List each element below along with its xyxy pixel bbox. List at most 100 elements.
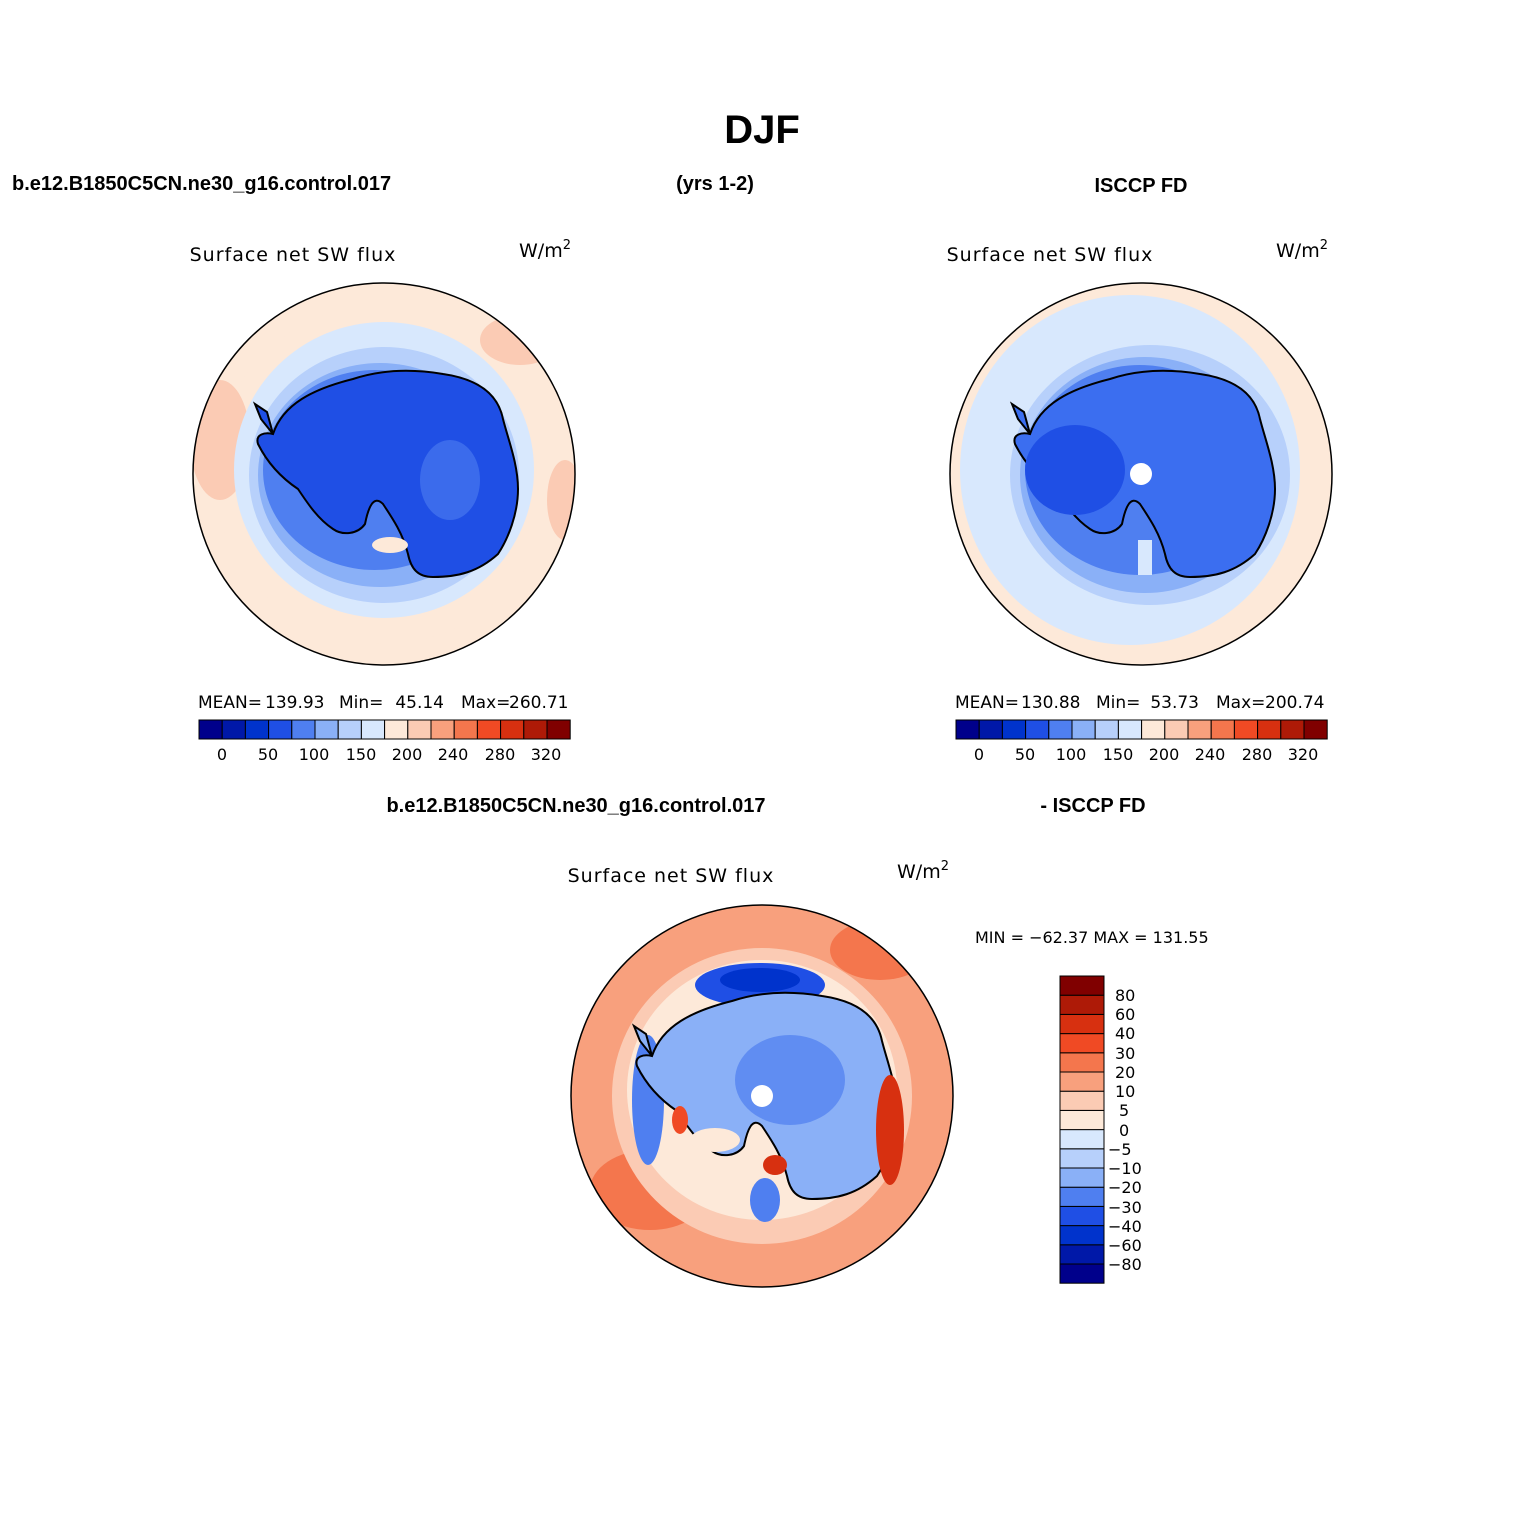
obs-min-label: Min=	[1096, 693, 1140, 713]
model-cb-label: 200	[392, 745, 423, 764]
obs-min-value: 53.73	[1150, 693, 1199, 713]
colorbar-swatch	[268, 719, 293, 740]
colorbar-swatch	[314, 719, 339, 740]
model-stats: MEAN= 139.93 Min= 45.14 Max= 260.71	[198, 693, 568, 713]
diff-units: W/m2	[897, 859, 949, 883]
diff-map	[571, 905, 953, 1287]
model-map-border	[192, 282, 576, 666]
colorbar-swatch	[1025, 719, 1050, 740]
colorbar-swatch	[955, 719, 980, 740]
colorbar-swatch	[1233, 719, 1259, 740]
colorbar-swatch	[453, 719, 478, 740]
colorbar-swatch	[476, 719, 502, 740]
colorbar-swatch	[1071, 719, 1096, 740]
obs-cb-label: 240	[1195, 745, 1226, 764]
model-colorbar-labels: 0 50 100 150 200 240 280 320	[217, 745, 561, 764]
figure-title: DJF	[724, 108, 800, 152]
model-units: W/m2	[519, 238, 571, 262]
years-label: (yrs 1-2)	[676, 173, 754, 195]
colorbar-swatch	[1059, 1263, 1105, 1284]
colorbar-swatch	[1059, 1244, 1105, 1265]
colorbar-swatch	[523, 719, 548, 740]
obs-cb-label: 320	[1288, 745, 1319, 764]
diff-cb-label: 80	[1115, 986, 1135, 1005]
colorbar-swatch	[1187, 719, 1212, 740]
model-cb-label: 280	[485, 745, 516, 764]
colorbar-swatch	[1303, 719, 1328, 740]
colorbar-swatch	[1059, 1225, 1105, 1246]
colorbar-swatch	[1059, 1090, 1105, 1111]
obs-cb-label: 50	[1015, 745, 1035, 764]
colorbar-swatch	[1048, 719, 1073, 740]
colorbar-swatch	[1210, 719, 1235, 740]
obs-name-label: ISCCP FD	[1095, 175, 1188, 197]
model-cb-label: 100	[299, 745, 330, 764]
diff-cb-label: 5	[1119, 1101, 1129, 1120]
model-mean-label: MEAN=	[198, 693, 262, 713]
diff-cb-label: 60	[1115, 1005, 1135, 1024]
colorbar-swatch	[1059, 994, 1105, 1015]
diff-cb-label: −5	[1108, 1140, 1132, 1159]
colorbar-swatch	[1164, 719, 1189, 740]
obs-panel: Surface net SW flux W/m2 MEAN= 130.88 Mi…	[947, 238, 1333, 764]
diff-map-border	[570, 904, 954, 1288]
colorbar-swatch	[1257, 719, 1282, 740]
model-cb-label: 50	[258, 745, 278, 764]
colorbar-swatch	[1094, 719, 1119, 740]
colorbar-swatch	[546, 719, 571, 740]
obs-max-label: Max=	[1216, 693, 1265, 713]
model-cb-label: 240	[438, 745, 469, 764]
obs-cb-label: 200	[1149, 745, 1180, 764]
model-cb-label: 150	[346, 745, 377, 764]
colorbar-swatch	[1059, 1205, 1105, 1227]
diff-case-name-label: b.e12.B1850C5CN.ne30_g16.control.017	[386, 795, 765, 817]
colorbar-swatch	[1059, 1148, 1105, 1169]
obs-panel-title: Surface net SW flux	[947, 244, 1154, 266]
diff-cb-label: −30	[1108, 1198, 1142, 1217]
model-mean-value: 139.93	[265, 693, 324, 713]
colorbar-swatch	[291, 719, 316, 740]
diff-cb-label: 0	[1119, 1121, 1129, 1140]
diff-cb-label: −40	[1108, 1217, 1142, 1236]
diff-minmax: MIN = −62.37 MAX = 131.55	[975, 928, 1209, 947]
diff-cb-label: −60	[1108, 1236, 1142, 1255]
model-cb-label: 0	[217, 745, 227, 764]
obs-colorbar-labels: 0 50 100 150 200 240 280 320	[974, 745, 1318, 764]
diff-colorbar	[1059, 975, 1105, 1284]
model-max-label: Max=	[461, 693, 510, 713]
model-panel-title: Surface net SW flux	[190, 244, 397, 266]
diff-cb-label: −80	[1108, 1255, 1142, 1274]
diff-cb-label: 10	[1115, 1082, 1135, 1101]
model-max-value: 260.71	[509, 693, 568, 713]
colorbar-swatch	[1141, 719, 1166, 740]
colorbar-swatch	[407, 719, 432, 740]
obs-cb-label: 280	[1242, 745, 1273, 764]
colorbar-swatch	[198, 719, 223, 740]
diff-obs-name-label: - ISCCP FD	[1040, 795, 1145, 817]
diff-cb-label: −10	[1108, 1159, 1142, 1178]
obs-map-border	[949, 282, 1333, 666]
obs-colorbar	[955, 719, 1328, 740]
diff-colorbar-labels: 80 60 40 30 20 10 5 0 −5 −10 −20 −30 −40…	[1108, 986, 1142, 1274]
colorbar-swatch	[1059, 1167, 1105, 1188]
colorbar-swatch	[1059, 1071, 1105, 1092]
colorbar-swatch	[1059, 1052, 1105, 1073]
model-map	[193, 283, 575, 665]
obs-mean-label: MEAN=	[955, 693, 1019, 713]
obs-mean-value: 130.88	[1021, 693, 1080, 713]
colorbar-swatch	[337, 719, 362, 740]
model-colorbar	[198, 719, 571, 740]
colorbar-swatch	[1280, 719, 1305, 740]
case-name-label: b.e12.B1850C5CN.ne30_g16.control.017	[12, 173, 391, 195]
colorbar-swatch	[360, 719, 386, 740]
obs-max-value: 200.74	[1265, 693, 1324, 713]
obs-cb-label: 150	[1103, 745, 1134, 764]
colorbar-swatch	[430, 719, 455, 740]
diff-cb-label: 40	[1115, 1024, 1135, 1043]
model-cb-label: 320	[531, 745, 562, 764]
obs-map	[950, 283, 1332, 665]
colorbar-swatch	[1059, 975, 1105, 996]
diff-panel-title: Surface net SW flux	[568, 865, 775, 887]
model-panel: Surface net SW flux W/m2 MEAN= 139.93 Mi…	[190, 238, 576, 764]
colorbar-swatch	[1059, 1129, 1105, 1150]
